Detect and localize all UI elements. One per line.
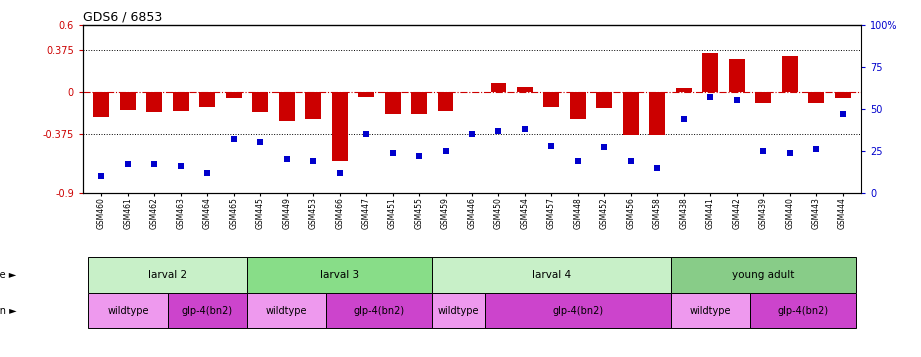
Bar [597,92,612,108]
Bar [623,92,639,135]
Bar [703,53,718,92]
Bar [491,83,507,92]
Bar [437,92,453,111]
Point [729,97,744,104]
Point [332,170,347,176]
Bar [146,92,162,112]
Point [756,148,771,154]
Text: wildtype: wildtype [690,306,731,316]
Text: glp-4(bn2): glp-4(bn2) [354,306,405,316]
Bar [517,86,533,92]
Point [94,173,109,179]
Bar [173,92,189,111]
Text: GDS6 / 6853: GDS6 / 6853 [83,11,162,24]
Bar [755,92,771,103]
Bar [670,257,856,293]
Text: wildtype: wildtype [438,306,480,316]
Text: glp-4(bn2): glp-4(bn2) [777,306,829,316]
Point [438,148,453,154]
Bar [120,92,135,110]
Bar [385,92,401,115]
Text: glp-4(bn2): glp-4(bn2) [553,306,603,316]
Point [491,128,506,134]
Bar [332,92,347,161]
Bar [543,92,559,107]
Point [465,131,480,137]
Bar [247,257,432,293]
Bar [670,293,750,328]
Bar [432,293,485,328]
Bar [252,92,268,112]
Bar [411,92,427,115]
Point [835,111,850,117]
Point [650,165,665,170]
Bar [305,92,321,119]
Bar [93,92,110,117]
Bar [649,92,665,135]
Point [624,158,638,164]
Bar [88,257,247,293]
Bar [485,293,670,328]
Text: development stage ►: development stage ► [0,270,17,280]
Bar [750,293,856,328]
Bar [676,87,692,92]
Text: young adult: young adult [732,270,795,280]
Bar [809,92,824,103]
Bar [570,92,586,119]
Point [782,150,797,155]
Text: larval 4: larval 4 [531,270,571,280]
Point [703,94,717,100]
Point [306,158,321,164]
Point [200,170,215,176]
Point [385,150,400,155]
Text: larval 2: larval 2 [148,270,187,280]
Bar [782,56,798,92]
Bar [247,293,326,328]
Point [676,116,691,122]
Bar [326,293,432,328]
Text: wildtype: wildtype [266,306,308,316]
Point [597,145,612,150]
Bar [729,59,745,92]
Bar [834,92,851,98]
Bar [226,92,241,98]
Text: wildtype: wildtype [107,306,148,316]
Point [173,163,188,169]
Point [518,126,532,132]
Point [412,153,426,159]
Point [227,136,241,142]
Bar [279,92,295,121]
Bar [432,257,670,293]
Point [279,156,294,162]
Point [147,161,162,167]
Point [544,143,559,149]
Point [121,161,135,167]
Text: strain ►: strain ► [0,306,17,316]
Bar [358,92,374,97]
Bar [199,92,216,107]
Point [809,146,823,152]
Point [359,131,374,137]
Point [570,158,585,164]
Bar [88,293,168,328]
Point [253,140,268,145]
Text: larval 3: larval 3 [321,270,359,280]
Text: glp-4(bn2): glp-4(bn2) [181,306,233,316]
Bar [168,293,247,328]
